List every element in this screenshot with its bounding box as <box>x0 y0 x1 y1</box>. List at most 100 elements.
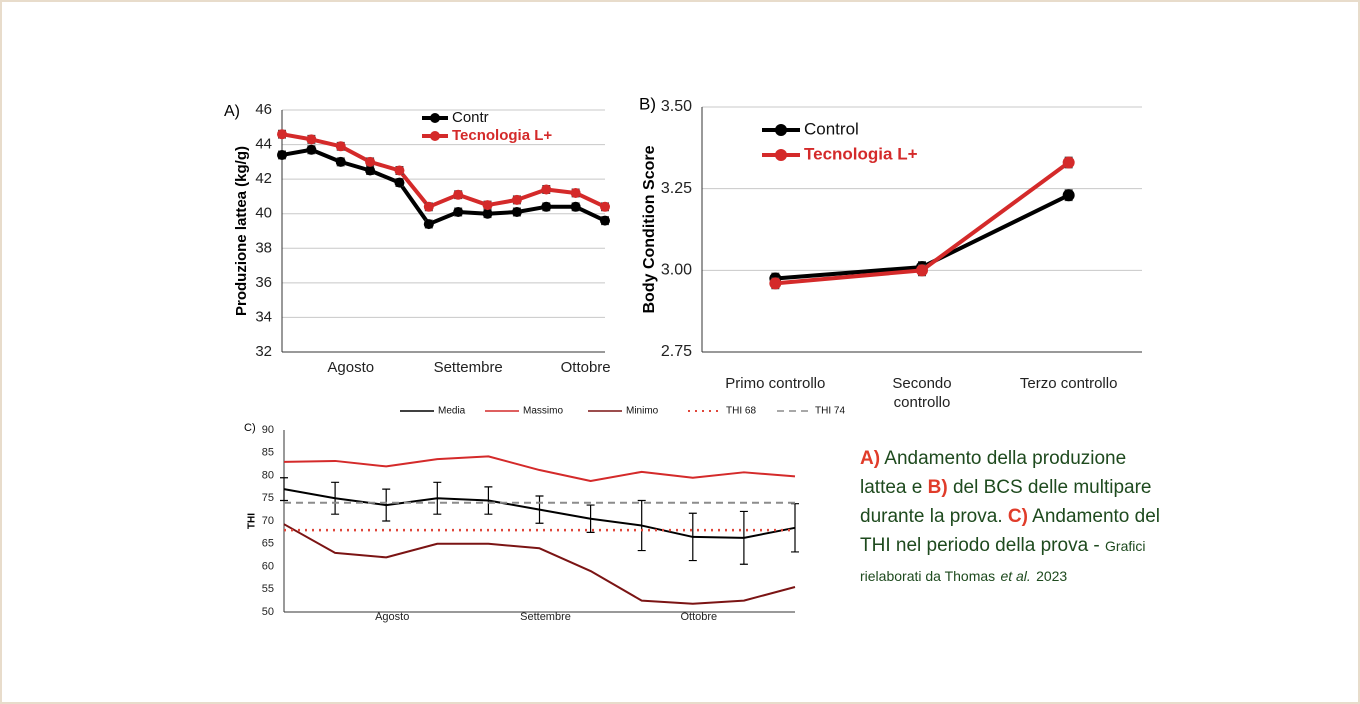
point <box>1062 156 1075 169</box>
y-axis-label: Produzione lattea (kg/g) <box>233 146 250 316</box>
x-tick-label: Settembre <box>434 359 503 376</box>
caption-label: A) <box>860 448 881 469</box>
legend-marker <box>775 149 787 161</box>
point <box>482 208 493 219</box>
point <box>570 201 581 212</box>
y-tick-label: 90 <box>262 424 274 436</box>
caption-text: Andamento della produzione lattea e <box>860 448 1127 498</box>
error-bar <box>433 481 442 515</box>
caption: A) Andamento della produzione lattea e B… <box>860 444 1160 591</box>
x-tick-label: Agosto <box>327 359 374 376</box>
point <box>365 156 376 167</box>
caption-label: C) <box>1007 506 1028 527</box>
x-tick-label: Ottobre <box>561 359 611 376</box>
y-tick-label: 46 <box>255 101 272 118</box>
legend-label: Control <box>804 119 859 138</box>
legend-label: Media <box>438 406 466 417</box>
point <box>306 134 317 145</box>
series-line <box>283 523 796 605</box>
caption-source: 2023 <box>1036 568 1068 584</box>
caption-label: B) <box>927 477 948 498</box>
y-axis-label: THI <box>247 513 258 529</box>
point <box>541 201 552 212</box>
legend-label: Tecnologia L+ <box>804 144 918 163</box>
error-bar <box>688 512 697 562</box>
legend-label: Contr <box>452 109 489 126</box>
x-tick-label: Primo controllo <box>725 375 826 392</box>
panel-label: A) <box>224 103 240 120</box>
y-tick-label: 38 <box>255 239 272 256</box>
legend-label: Minimo <box>626 406 659 417</box>
point <box>482 200 493 211</box>
y-tick-label: 3.50 <box>661 98 692 115</box>
legend-label: Tecnologia L+ <box>452 127 552 144</box>
point <box>453 189 464 200</box>
legend-label: Massimo <box>523 406 563 417</box>
legend-marker <box>430 131 440 141</box>
point <box>277 149 287 160</box>
caption-text: Andamento del THI nel periodo della prov… <box>860 506 1160 556</box>
legend-marker <box>430 113 440 123</box>
series-line <box>281 132 606 209</box>
error-bar <box>586 504 595 533</box>
error-bar <box>382 488 391 522</box>
point <box>335 156 346 167</box>
error-bar <box>535 495 544 524</box>
point <box>511 206 522 217</box>
x-tick-label: Settembre <box>520 611 571 623</box>
y-tick-label: 50 <box>262 606 274 618</box>
y-tick-label: 2.75 <box>661 343 692 360</box>
x-tick-label: Terzo controllo <box>1019 375 1118 392</box>
point <box>600 215 610 226</box>
y-tick-label: 55 <box>262 583 274 595</box>
y-tick-label: 3.00 <box>661 262 692 279</box>
y-tick-label: 80 <box>262 469 274 481</box>
x-tick-label: Secondo controllo <box>892 375 952 411</box>
caption-text: del BCS delle multipare durante la prova… <box>860 477 1152 527</box>
error-bar <box>331 481 340 515</box>
point <box>394 177 405 188</box>
y-tick-label: 65 <box>262 538 274 550</box>
y-tick-label: 42 <box>255 170 272 187</box>
y-tick-label: 36 <box>255 274 272 291</box>
point <box>916 264 928 277</box>
point <box>394 165 405 176</box>
y-axis-label: Body Condition Score <box>641 145 658 313</box>
series-line <box>283 455 796 482</box>
point <box>335 141 346 152</box>
point <box>511 194 522 205</box>
caption-source: et al. <box>1000 568 1031 584</box>
point <box>453 206 464 217</box>
y-tick-label: 44 <box>255 136 272 153</box>
point <box>365 165 376 176</box>
y-tick-label: 70 <box>262 515 274 527</box>
point <box>306 144 317 155</box>
series-line <box>281 147 606 227</box>
panel-label: B) <box>639 94 656 113</box>
point <box>423 201 434 212</box>
legend-label: THI 68 <box>726 406 756 417</box>
point <box>600 201 610 212</box>
error-bar <box>280 477 288 502</box>
x-tick-label: Agosto <box>375 611 409 623</box>
legend-label: THI 74 <box>815 406 845 417</box>
y-tick-label: 75 <box>262 492 274 504</box>
y-tick-label: 32 <box>255 343 272 360</box>
x-tick-label: Ottobre <box>680 611 717 623</box>
y-tick-label: 3.25 <box>661 180 692 197</box>
y-tick-label: 40 <box>255 205 272 222</box>
legend-marker <box>775 124 787 136</box>
point <box>541 184 552 195</box>
y-tick-label: 34 <box>255 308 272 325</box>
error-bar <box>484 486 493 515</box>
y-tick-label: 85 <box>262 447 274 459</box>
point <box>423 219 434 230</box>
point <box>277 129 287 140</box>
error-bar <box>739 510 748 565</box>
panel-label: C) <box>244 422 256 434</box>
error-bar <box>637 499 646 552</box>
caption-source: Grafici rielaborati da Thomas <box>860 538 1146 584</box>
point <box>1062 189 1075 202</box>
